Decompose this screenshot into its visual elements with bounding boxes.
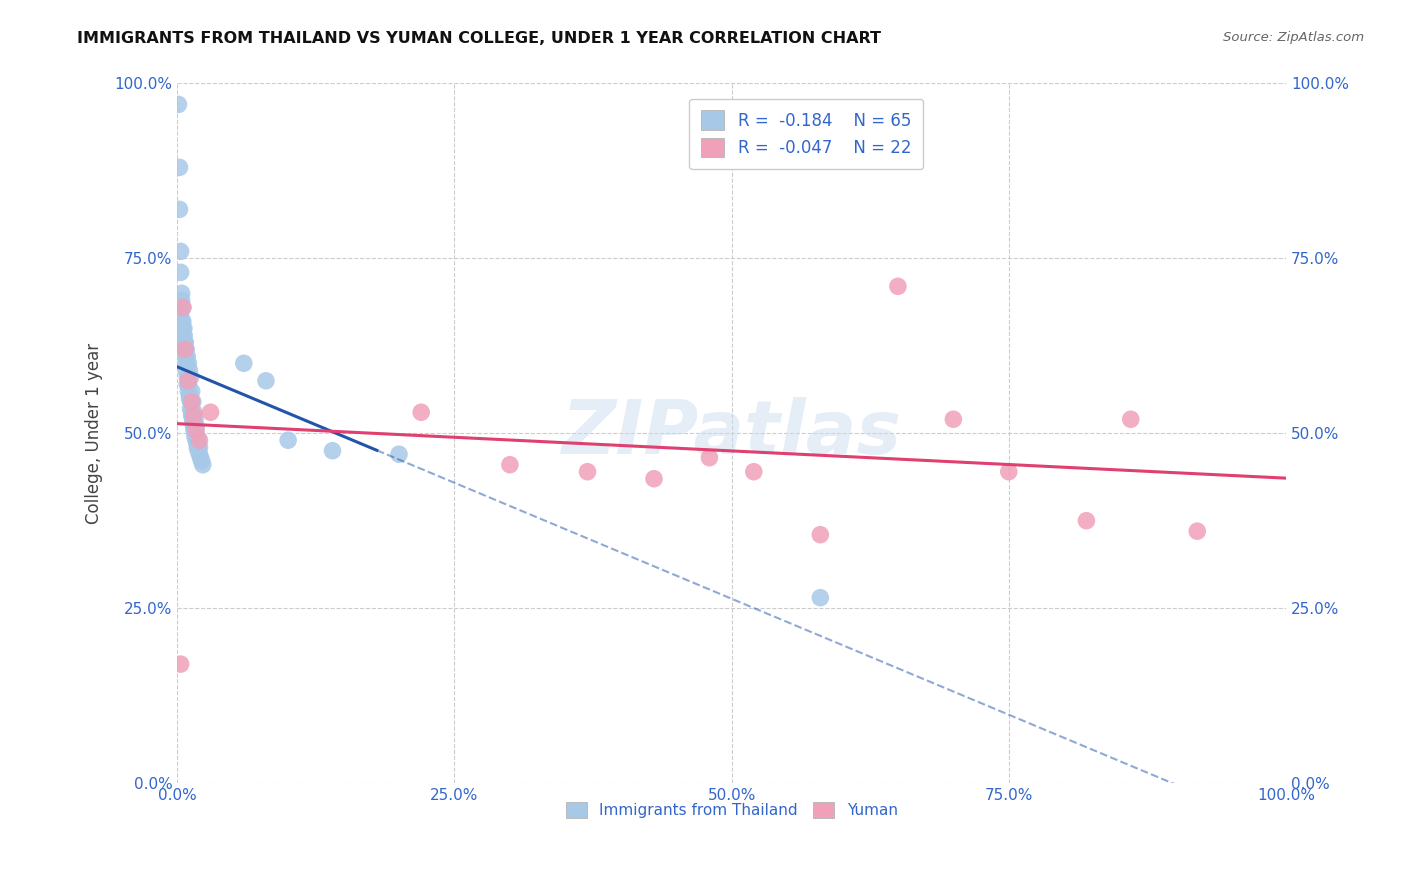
Point [170,286,193,301]
Point [887,279,910,293]
Point [179,388,201,402]
Point [180,394,202,409]
Point [188,440,211,454]
Point [183,423,205,437]
Point [186,440,208,454]
Point [180,409,202,423]
Point [942,412,965,426]
Point [172,301,194,315]
Point [187,443,209,458]
Point [188,447,211,461]
Point [190,450,212,465]
Point [169,202,191,217]
Legend: Immigrants from Thailand, Yuman: Immigrants from Thailand, Yuman [560,797,904,824]
Point [176,370,198,384]
Point [183,419,205,434]
Point [190,454,212,468]
Point [174,343,197,357]
Point [173,321,195,335]
Point [174,343,197,357]
Text: Source: ZipAtlas.com: Source: ZipAtlas.com [1223,31,1364,45]
Point [176,377,198,392]
Point [1119,412,1142,426]
Point [699,450,721,465]
Text: ZIPatlas: ZIPatlas [561,397,901,470]
Point [167,97,190,112]
Point [169,265,191,279]
Point [1187,524,1209,538]
Point [388,447,411,461]
Point [169,657,191,672]
Point [180,394,202,409]
Point [184,423,207,437]
Point [170,293,193,308]
Point [177,374,200,388]
Point [181,416,204,430]
Point [177,356,200,370]
Point [1076,514,1098,528]
Point [411,405,433,419]
Point [997,465,1019,479]
Point [179,391,201,405]
Point [808,591,831,605]
Point [232,356,254,370]
Point [167,321,190,335]
Point [174,343,197,357]
Point [576,465,599,479]
Point [173,328,195,343]
Point [180,401,202,416]
Point [180,370,202,384]
Y-axis label: College, Under 1 year: College, Under 1 year [86,343,103,524]
Point [181,394,204,409]
Point [643,472,665,486]
Point [184,434,207,448]
Point [180,405,202,419]
Point [176,349,198,363]
Point [184,412,207,426]
Point [186,430,208,444]
Point [187,436,209,450]
Point [169,307,191,321]
Point [174,363,197,377]
Point [808,527,831,541]
Point [181,412,204,426]
Point [172,301,194,315]
Point [200,405,222,419]
Point [173,328,195,343]
Point [174,349,197,363]
Point [184,419,207,434]
Point [172,321,194,335]
Point [183,409,205,423]
Point [321,443,343,458]
Point [183,405,205,419]
Point [169,161,191,175]
Point [188,434,211,448]
Point [177,377,200,392]
Point [191,458,214,472]
Point [174,335,197,350]
Point [277,434,299,448]
Point [186,436,208,450]
Point [177,384,200,399]
Point [170,314,193,328]
Text: IMMIGRANTS FROM THAILAND VS YUMAN COLLEGE, UNDER 1 YEAR CORRELATION CHART: IMMIGRANTS FROM THAILAND VS YUMAN COLLEG… [77,31,882,46]
Point [174,335,197,350]
Point [180,384,202,399]
Point [179,363,201,377]
Point [254,374,277,388]
Point [184,430,207,444]
Point [184,426,207,441]
Point [174,356,197,370]
Point [742,465,765,479]
Point [172,314,194,328]
Point [499,458,522,472]
Point [169,244,191,259]
